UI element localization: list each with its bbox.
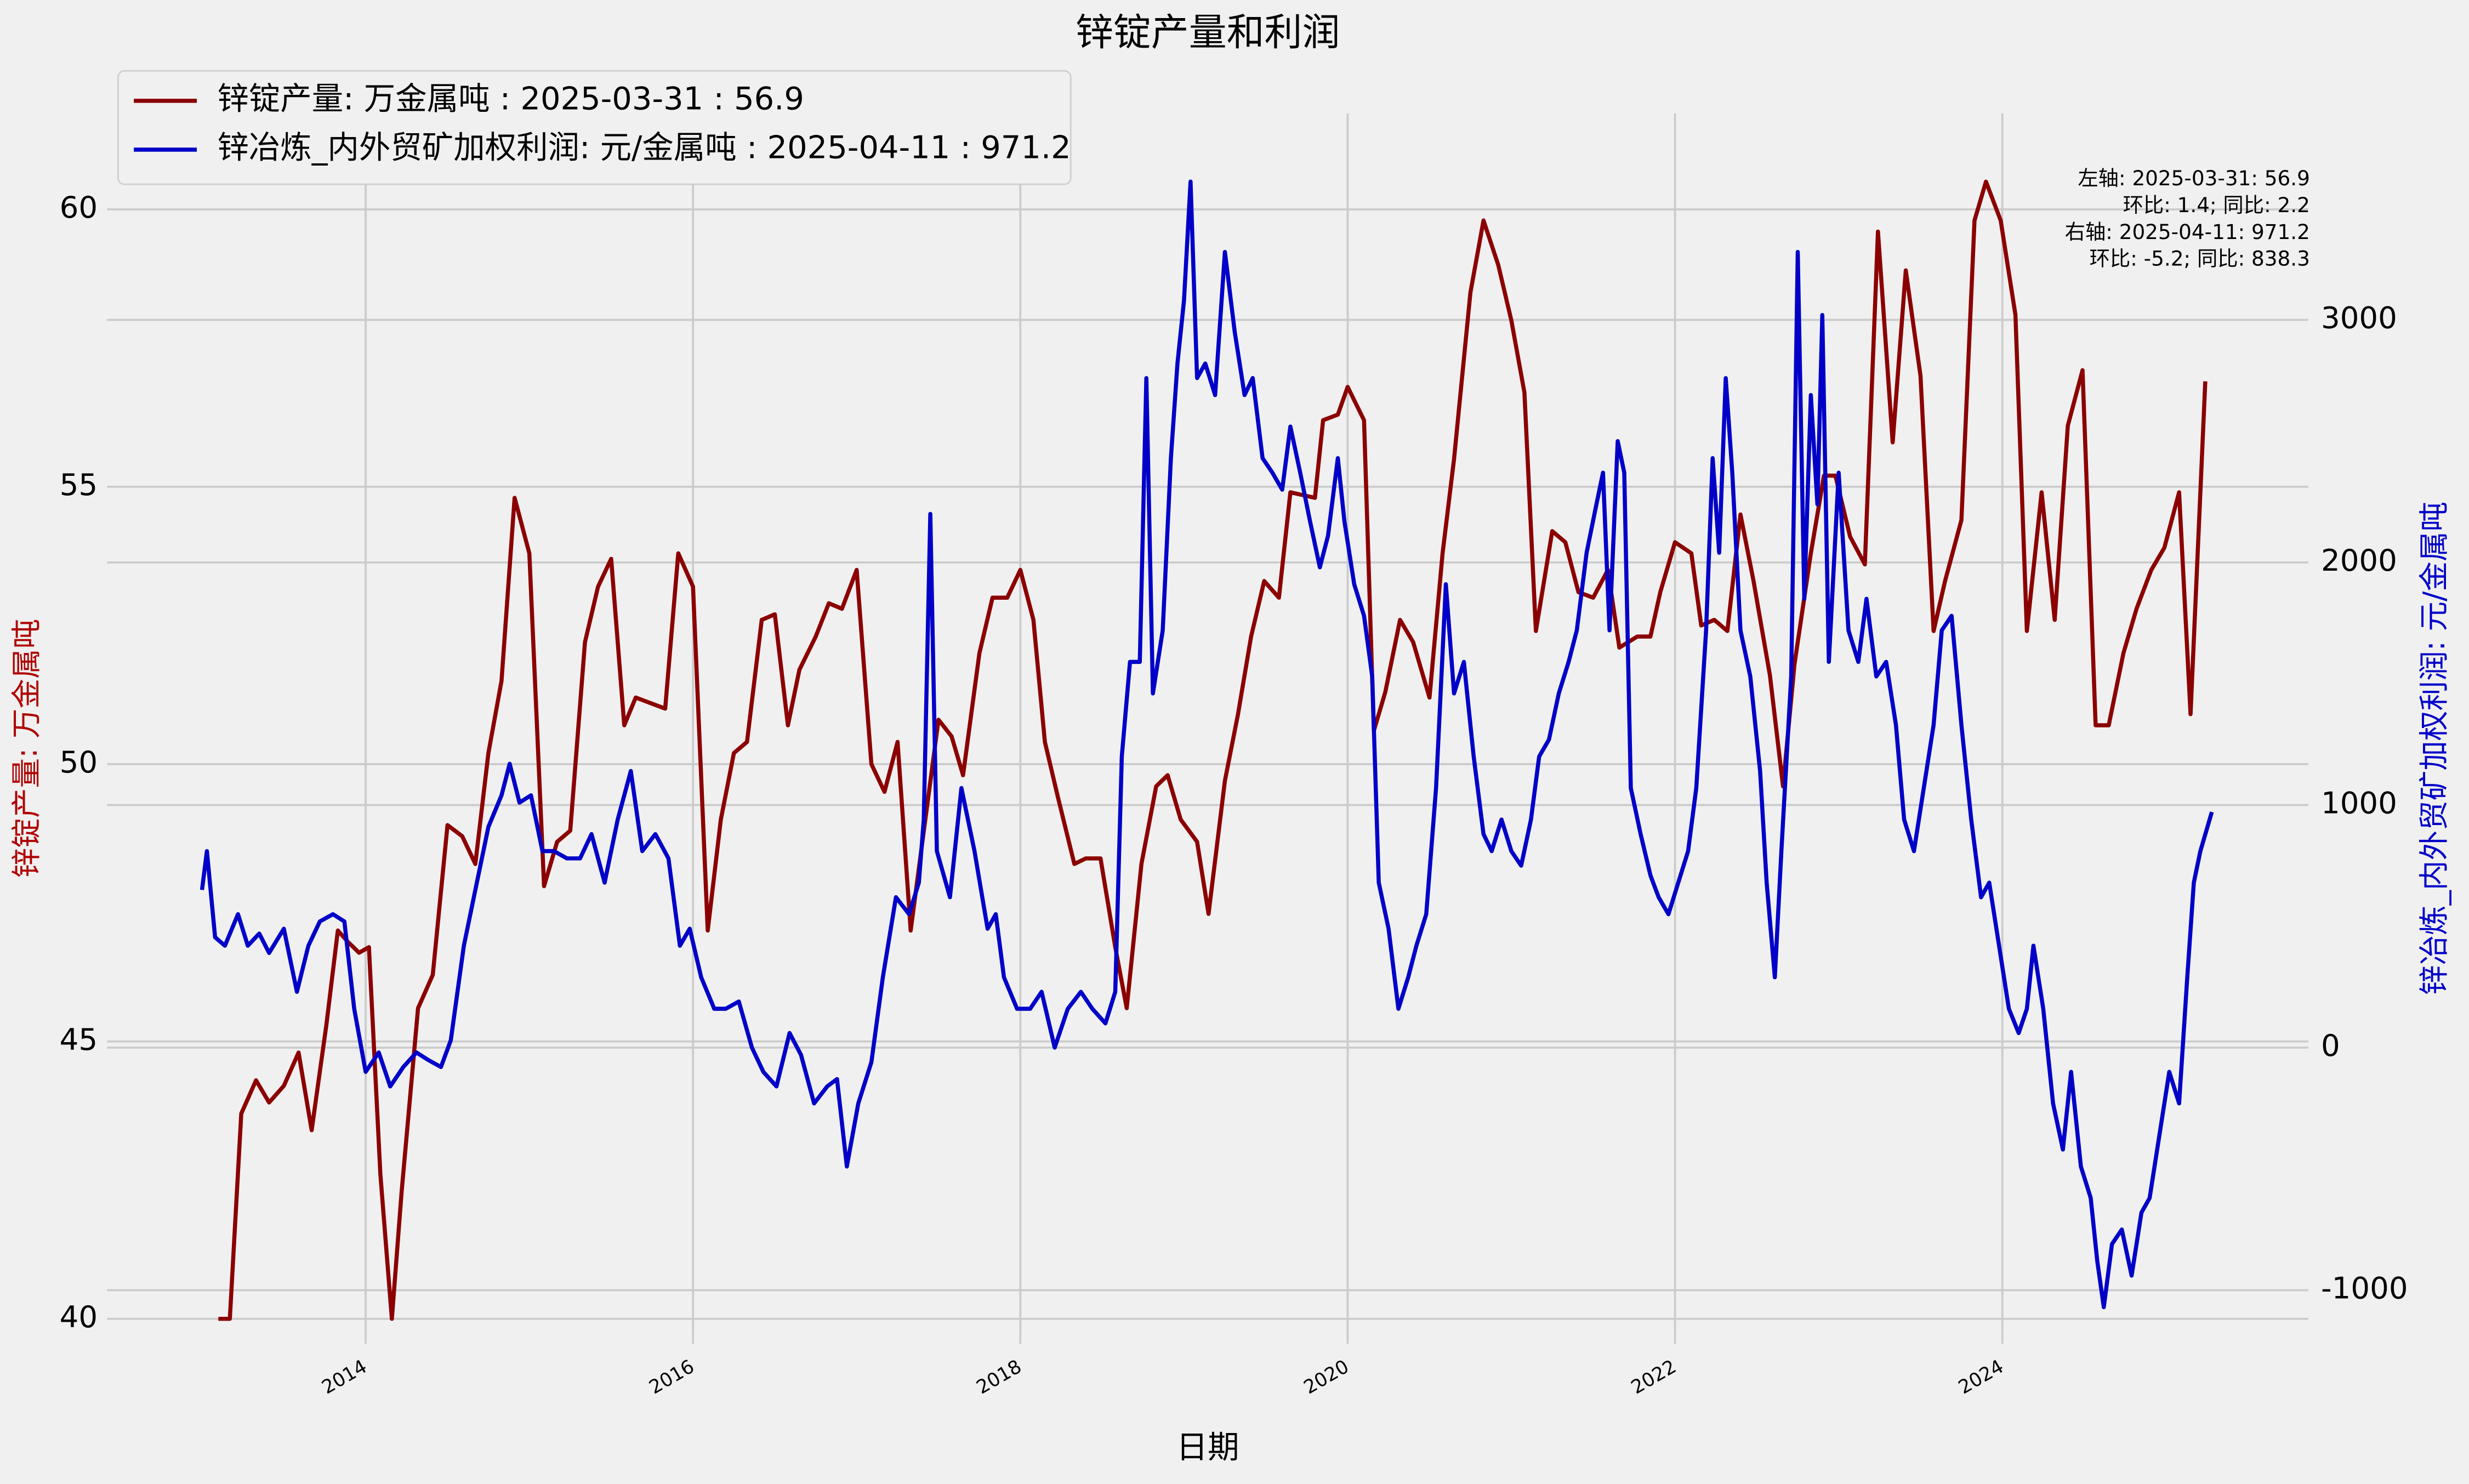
annotation-line: 左轴: 2025-03-31: 56.9: [2078, 166, 2310, 190]
y2-tick-label: 0: [2321, 1028, 2340, 1063]
annotation-line: 环比: -5.2; 同比: 838.3: [2090, 247, 2310, 271]
y2-tick-label: 1000: [2321, 786, 2397, 821]
y2-axis-label: 锌冶炼_内外贸矿加权利润: 元/金属吨: [2416, 502, 2451, 995]
legend-label: 锌锭产量: 万金属吨 : 2025-03-31 : 56.9: [217, 81, 804, 117]
y2-tick-label: -1000: [2321, 1271, 2408, 1306]
y-tick-label: 40: [60, 1299, 98, 1334]
y-tick-label: 60: [60, 190, 98, 225]
series-line: [200, 179, 2214, 1310]
annotation-line: 环比: 1.4; 同比: 2.2: [2123, 193, 2310, 217]
x-axis-label: 日期: [1176, 1429, 1239, 1465]
annotation-line: 右轴: 2025-04-11: 971.2: [2065, 220, 2310, 244]
y2-tick-label: 2000: [2321, 543, 2397, 578]
legend: 锌锭产量: 万金属吨 : 2025-03-31 : 56.9 锌冶炼_内外贸矿加权…: [117, 70, 1072, 185]
y-tick-label: 50: [60, 744, 98, 780]
grid: [107, 113, 2309, 1344]
series-line: [218, 179, 2208, 1321]
legend-label: 锌冶炼_内外贸矿加权利润: 元/金属吨 : 2025-04-11 : 971.2: [217, 129, 1071, 166]
y2-tick-label: 3000: [2321, 300, 2397, 336]
y-axis-label: 锌锭产量: 万金属吨: [9, 619, 44, 878]
plot-lines: [200, 179, 2214, 1321]
legend-box: [117, 70, 1072, 185]
y-tick-label: 55: [60, 467, 98, 502]
annotation: 左轴: 2025-03-31: 56.9 环比: 1.4; 同比: 2.2 右轴: …: [2065, 166, 2310, 271]
y-tick-label: 45: [60, 1022, 98, 1057]
chart-title: 锌锭产量和利润: [1076, 10, 1340, 54]
